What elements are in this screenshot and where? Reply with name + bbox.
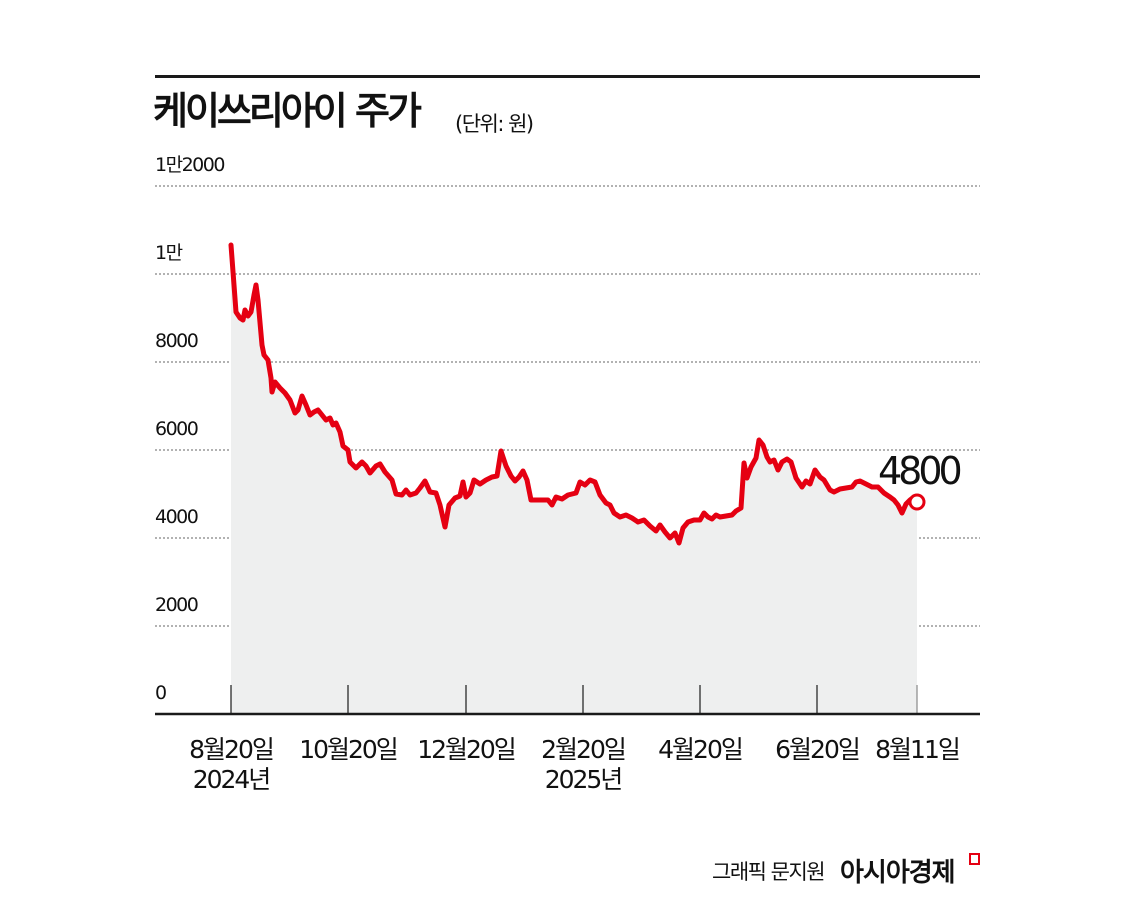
y-tick-label: 1만2000 [155, 154, 225, 176]
last-value-label: 4800 [878, 449, 963, 493]
brand-logo: 아시아경제 [840, 858, 956, 888]
x-axis-ticks [230, 685, 918, 714]
x-tick-label: 4월20일 [658, 735, 744, 764]
graphic-credit: 그래픽 문지원 [712, 860, 826, 884]
y-tick-label: 0 [155, 682, 167, 704]
y-tick-label: 6000 [155, 418, 199, 440]
x-tick-label: 6월20일 [775, 735, 861, 764]
x-tick-label: 2월20일 2025년 [541, 735, 627, 794]
chart-title: 케이쓰리아이 주가 [153, 89, 422, 133]
y-tick-label: 1만 [155, 242, 183, 264]
title-rule [155, 75, 980, 78]
unit-label: (단위: 원) [455, 112, 534, 136]
x-tick-label: 12월20일 [417, 735, 517, 764]
x-tick-label: 8월11일 [875, 735, 961, 764]
x-tick-label: 10월20일 [299, 735, 399, 764]
price-line [228, 242, 920, 546]
price-area-fill [231, 245, 917, 714]
y-tick-label: 2000 [155, 594, 199, 616]
y-tick-label: 8000 [155, 330, 199, 352]
x-tick-label: 8월20일 2024년 [189, 735, 275, 794]
brand-mark-icon [969, 853, 980, 865]
y-tick-label: 4000 [155, 506, 199, 528]
last-point-marker [908, 493, 926, 511]
